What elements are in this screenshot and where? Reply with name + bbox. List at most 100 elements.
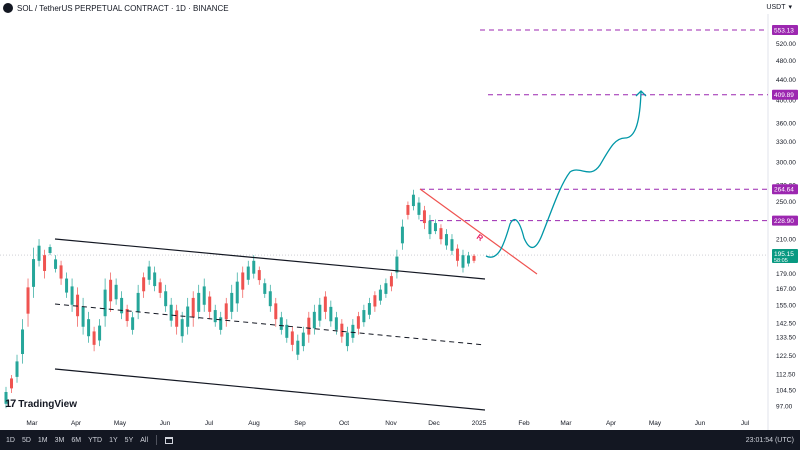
bottom-toolbar: 1D 5D 1M 3M 6M YTD 1Y 5Y All 23:01:54 (UTC) xyxy=(0,430,800,450)
candle-body xyxy=(395,256,399,273)
candle-body xyxy=(334,317,338,330)
timeframe-6m[interactable]: 6M xyxy=(71,436,82,444)
candle-countdown-label: 58:05 xyxy=(774,258,788,264)
candle-body xyxy=(246,266,250,280)
symbol-title[interactable]: SOL / TetherUS PERPETUAL CONTRACT · 1D ·… xyxy=(17,3,229,13)
candle-body xyxy=(312,311,316,329)
candle-body xyxy=(4,391,8,404)
candle-body xyxy=(114,284,118,300)
x-tick-label: 2025 xyxy=(472,420,487,427)
timeframe-1y[interactable]: 1Y xyxy=(109,436,118,444)
y-tick-label: 155.00 xyxy=(776,302,796,309)
candle-body xyxy=(274,303,278,320)
channel-lower-line[interactable] xyxy=(54,368,486,411)
timeframe-ytd[interactable]: YTD xyxy=(88,436,103,444)
projection-arrowhead xyxy=(635,90,647,97)
candle-body xyxy=(400,226,404,244)
timeframe-1m[interactable]: 1M xyxy=(37,436,48,444)
candle-body xyxy=(279,317,283,330)
last-price-badge xyxy=(772,249,798,264)
x-tick-label: Feb xyxy=(518,420,530,427)
y-tick-label: 210.00 xyxy=(776,237,796,244)
x-tick-label: Apr xyxy=(606,420,617,427)
channel-upper-line[interactable] xyxy=(54,238,486,280)
candle-body xyxy=(444,234,448,246)
candle-body xyxy=(433,223,437,232)
candle-body xyxy=(329,306,333,322)
candle-body xyxy=(87,319,91,337)
candle-body xyxy=(367,303,371,315)
price-level-label: 553.13 xyxy=(774,28,794,35)
y-tick-label: 400.00 xyxy=(776,98,796,105)
candle-body xyxy=(48,247,52,253)
candle-body xyxy=(175,310,179,327)
tradingview-wordmark: TradingView xyxy=(18,398,77,410)
candle-body xyxy=(389,276,393,287)
candle-body xyxy=(142,277,146,292)
candle-body xyxy=(32,259,36,287)
candle-body xyxy=(81,306,85,327)
candle-body xyxy=(356,316,360,329)
utc-clock[interactable]: 23:01:54 (UTC) xyxy=(745,436,794,444)
candle-body xyxy=(213,310,217,323)
candle-body xyxy=(235,281,239,304)
currency-selector[interactable]: USDT ▾ xyxy=(766,3,792,12)
candle-body xyxy=(252,260,256,274)
candle-body xyxy=(406,205,410,215)
candle-body xyxy=(455,248,459,261)
candle-body xyxy=(219,317,223,330)
x-tick-label: Sep xyxy=(294,420,306,427)
candle-body xyxy=(230,292,234,312)
x-tick-label: Jul xyxy=(205,420,214,427)
x-tick-label: Aug xyxy=(248,420,260,427)
tradingview-logo: 17 TradingView xyxy=(5,398,77,410)
candle-body xyxy=(263,283,267,294)
candle-body xyxy=(411,194,415,207)
candle-body xyxy=(153,272,157,287)
calendar-icon[interactable] xyxy=(165,436,174,444)
candle-body xyxy=(466,255,470,264)
candle-body xyxy=(98,325,102,341)
x-tick-label: Oct xyxy=(339,420,349,427)
candle-body xyxy=(323,296,327,312)
resistance-trendline[interactable] xyxy=(419,188,538,275)
y-tick-label: 133.50 xyxy=(776,335,796,342)
solana-icon xyxy=(3,3,13,13)
y-tick-label: 250.00 xyxy=(776,199,796,206)
projection-path[interactable] xyxy=(485,91,642,258)
y-tick-label: 112.50 xyxy=(776,371,796,378)
timeframe-3m[interactable]: 3M xyxy=(54,436,65,444)
candle-body xyxy=(191,297,195,318)
y-tick-label: 300.00 xyxy=(776,160,796,167)
candle-body xyxy=(285,324,289,338)
timeframe-5y[interactable]: 5Y xyxy=(124,436,134,444)
y-tick-label: 480.00 xyxy=(776,58,796,65)
timeframe-all[interactable]: All xyxy=(140,436,149,444)
candle-body xyxy=(472,255,476,261)
x-tick-label: Mar xyxy=(26,420,38,427)
resistance-label: R xyxy=(475,232,485,243)
candle-body xyxy=(224,303,228,320)
candle-body xyxy=(417,202,421,215)
candle-body xyxy=(307,317,311,335)
candle-body xyxy=(351,324,355,338)
y-tick-label: 142.50 xyxy=(776,320,796,327)
price-level-badge xyxy=(772,184,798,195)
candle-body xyxy=(197,292,201,312)
candle-body xyxy=(378,289,382,301)
price-level-badge xyxy=(772,89,798,100)
y-tick-label: 97.00 xyxy=(776,404,793,411)
price-level-label: 264.64 xyxy=(774,187,794,194)
price-level-badge xyxy=(772,215,798,226)
timeframe-5d[interactable]: 5D xyxy=(21,436,31,444)
candle-body xyxy=(439,228,443,240)
currency-label[interactable]: USDT xyxy=(766,3,786,11)
candle-body xyxy=(384,283,388,294)
price-chart[interactable]: 97.00 104.50 112.50 122.50 133.50 142.50 155.0… xyxy=(0,0,800,430)
candle-body xyxy=(70,286,74,305)
timeframe-1d[interactable]: 1D xyxy=(6,436,15,444)
x-tick-label: May xyxy=(649,420,662,427)
y-tick-label: 179.00 xyxy=(776,271,796,278)
toolbar-divider xyxy=(156,435,158,445)
y-tick-label: 122.50 xyxy=(776,353,796,360)
